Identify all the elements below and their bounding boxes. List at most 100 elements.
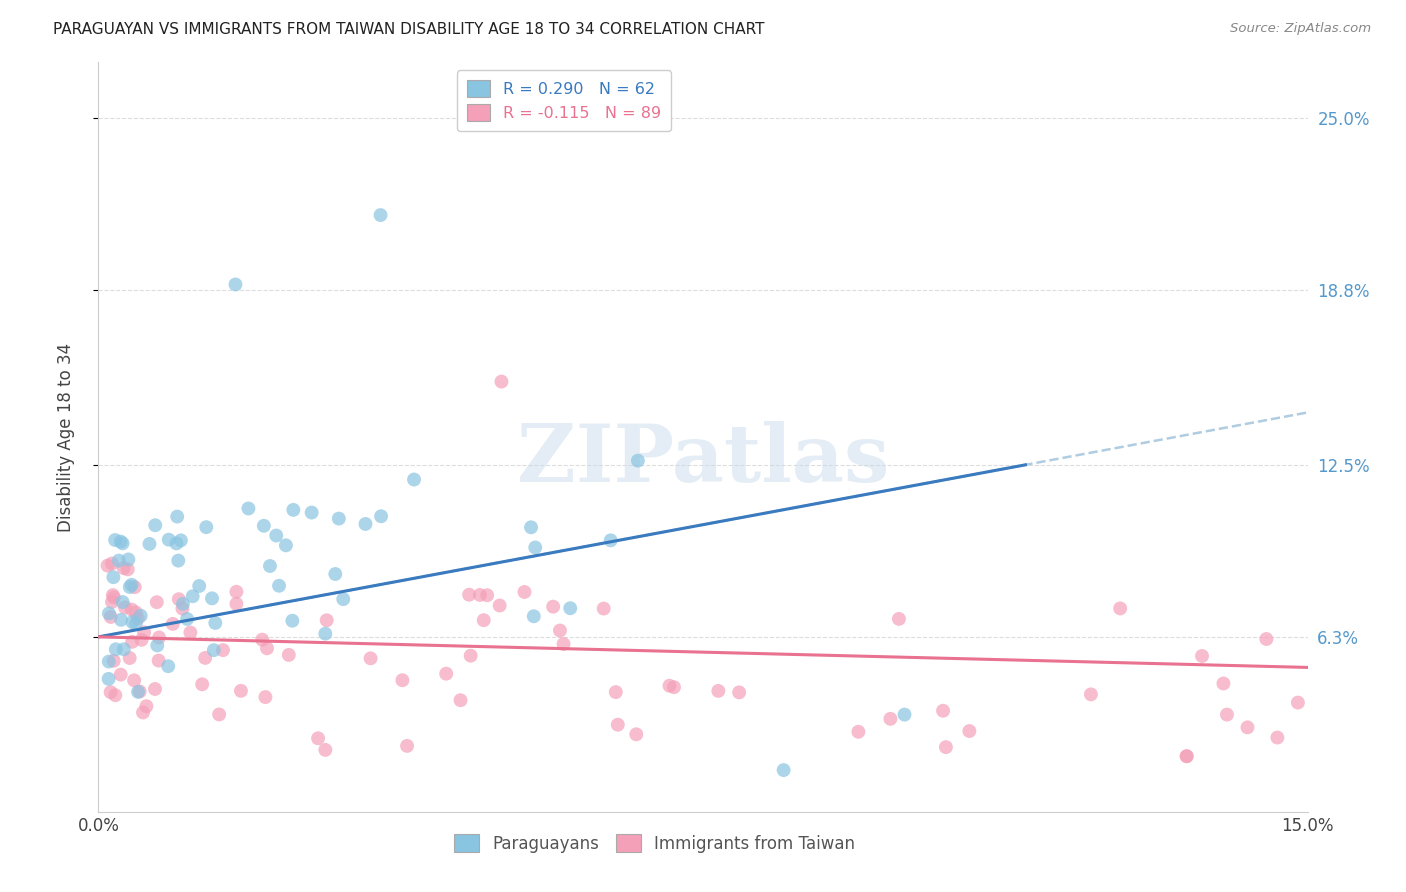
Point xyxy=(491,375,513,389)
Point xyxy=(132,706,155,720)
Point xyxy=(879,712,901,726)
Point xyxy=(1286,696,1309,710)
Point xyxy=(191,677,214,691)
Point xyxy=(458,588,481,602)
Point xyxy=(143,681,166,696)
Point xyxy=(360,651,382,665)
Point xyxy=(1109,601,1132,615)
Point xyxy=(475,588,498,602)
Point xyxy=(592,601,614,615)
Point xyxy=(887,612,910,626)
Point xyxy=(434,666,457,681)
Point xyxy=(277,648,299,662)
Point xyxy=(370,509,392,524)
Point xyxy=(935,740,957,755)
Point xyxy=(195,520,218,534)
Point xyxy=(391,673,413,688)
Point xyxy=(131,632,153,647)
Point xyxy=(148,631,170,645)
Point xyxy=(162,616,184,631)
Point xyxy=(224,277,246,292)
Point xyxy=(707,684,730,698)
Point xyxy=(314,743,336,757)
Point xyxy=(354,516,377,531)
Point xyxy=(488,599,510,613)
Point xyxy=(100,610,122,624)
Point xyxy=(97,607,120,621)
Point xyxy=(202,643,225,657)
Point xyxy=(301,506,323,520)
Point xyxy=(112,642,135,657)
Point xyxy=(225,597,247,611)
Point xyxy=(118,651,141,665)
Point xyxy=(172,601,194,615)
Point xyxy=(97,672,120,686)
Point xyxy=(370,208,392,222)
Point xyxy=(627,453,650,467)
Text: PARAGUAYAN VS IMMIGRANTS FROM TAIWAN DISABILITY AGE 18 TO 34 CORRELATION CHART: PARAGUAYAN VS IMMIGRANTS FROM TAIWAN DIS… xyxy=(53,22,765,37)
Point xyxy=(125,616,148,631)
Point xyxy=(118,580,141,594)
Point xyxy=(104,533,127,547)
Point xyxy=(188,579,211,593)
Point xyxy=(307,731,329,746)
Point xyxy=(157,533,180,547)
Point xyxy=(167,592,190,607)
Point xyxy=(1175,749,1198,764)
Point xyxy=(560,601,582,615)
Point xyxy=(170,533,193,548)
Point xyxy=(121,615,143,629)
Point xyxy=(1080,687,1102,701)
Point xyxy=(194,651,217,665)
Point xyxy=(264,528,287,542)
Point xyxy=(274,538,297,552)
Point xyxy=(125,606,148,620)
Point xyxy=(103,570,125,584)
Point xyxy=(146,639,169,653)
Point xyxy=(97,655,120,669)
Point xyxy=(472,613,495,627)
Point xyxy=(111,595,134,609)
Point xyxy=(148,654,170,668)
Point xyxy=(523,609,546,624)
Point xyxy=(932,704,955,718)
Point xyxy=(107,553,129,567)
Point xyxy=(626,727,648,741)
Point xyxy=(772,763,794,777)
Point xyxy=(127,611,149,625)
Point xyxy=(662,680,685,694)
Point xyxy=(225,584,247,599)
Point xyxy=(513,585,536,599)
Point xyxy=(238,501,260,516)
Point xyxy=(1267,731,1289,745)
Point xyxy=(101,557,124,571)
Point xyxy=(460,648,482,663)
Point xyxy=(1236,720,1258,734)
Point xyxy=(124,580,146,594)
Point xyxy=(323,566,346,581)
Point xyxy=(179,625,201,640)
Point xyxy=(229,684,252,698)
Point xyxy=(893,707,915,722)
Point xyxy=(314,626,336,640)
Point xyxy=(728,685,751,699)
Point xyxy=(848,724,870,739)
Point xyxy=(103,654,125,668)
Y-axis label: Disability Age 18 to 34: Disability Age 18 to 34 xyxy=(56,343,75,532)
Point xyxy=(1322,629,1344,643)
Point xyxy=(127,685,149,699)
Point xyxy=(606,717,628,731)
Point xyxy=(402,473,425,487)
Point xyxy=(281,614,304,628)
Point xyxy=(165,536,187,550)
Point xyxy=(468,588,491,602)
Point xyxy=(122,673,145,688)
Point xyxy=(1216,707,1239,722)
Point xyxy=(104,688,127,702)
Point xyxy=(1191,648,1213,663)
Point xyxy=(110,534,132,549)
Point xyxy=(104,642,127,657)
Text: ZIPatlas: ZIPatlas xyxy=(517,420,889,499)
Point xyxy=(605,685,627,699)
Point xyxy=(114,600,136,615)
